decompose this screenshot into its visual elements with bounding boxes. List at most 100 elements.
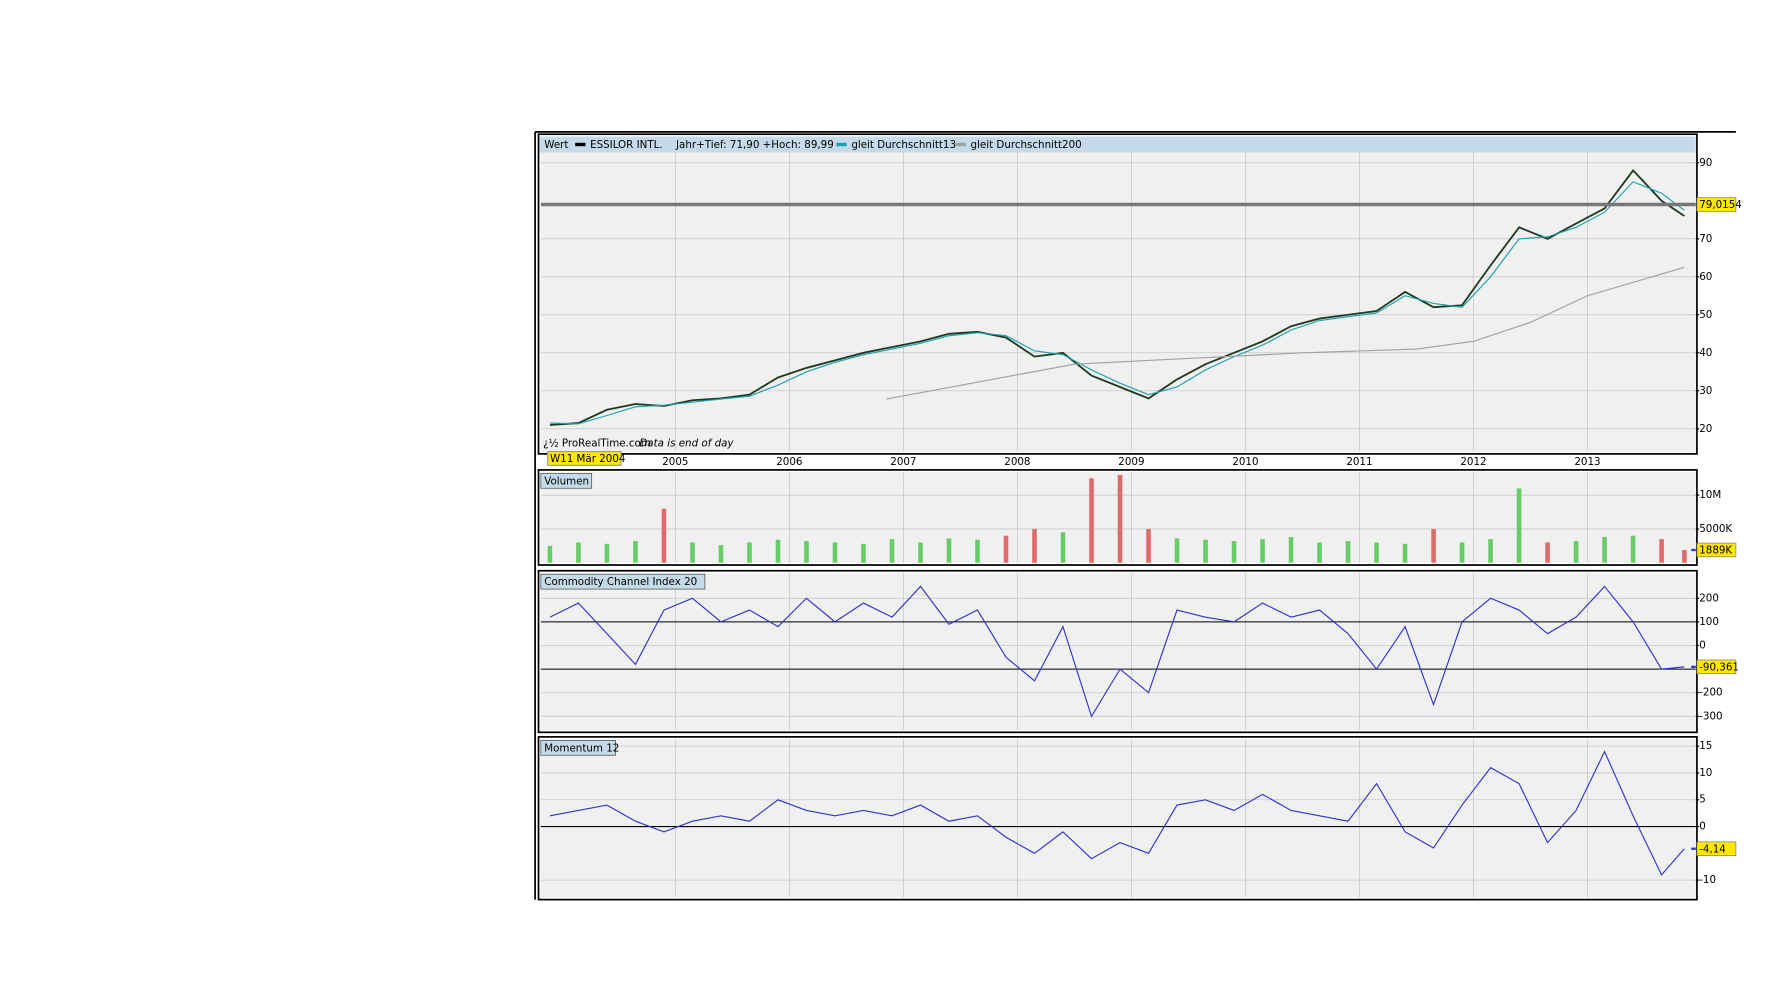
- legend-swatch: [836, 142, 847, 147]
- series-line: [549, 168, 1685, 426]
- y-tick-label: -10: [1699, 874, 1716, 886]
- volume-bar: [889, 539, 895, 563]
- volume-bar: [718, 545, 724, 563]
- volume-bar: [1117, 474, 1123, 563]
- volume-bar: [1682, 549, 1687, 563]
- legend-swatch: [955, 142, 966, 147]
- date-box: [547, 451, 622, 466]
- legend-label: gleit Durchschnitt200: [970, 139, 1081, 151]
- volume-bar: [918, 542, 923, 563]
- y-tick-label: 100: [1699, 616, 1719, 628]
- plot-area: [540, 152, 1696, 452]
- panel-label: Wert: [544, 139, 568, 151]
- y-tick-label: 90: [1699, 157, 1712, 169]
- volume-bar: [1602, 537, 1607, 563]
- source-note: Data is end of day: [639, 438, 734, 450]
- plot-area: [540, 573, 1696, 731]
- header-bar: [539, 136, 1696, 153]
- y-tick-label: 0: [1699, 640, 1706, 652]
- volume-bar: [804, 541, 809, 563]
- y-tick-label: 40: [1699, 347, 1712, 359]
- volume-bar: [975, 539, 980, 563]
- volume-bar: [1003, 535, 1009, 563]
- volume-bar: [1573, 541, 1579, 563]
- y-tick-label: 10: [1699, 767, 1712, 779]
- panel-label: Volumen: [544, 475, 589, 487]
- volume-bar: [861, 543, 866, 563]
- last-value-box: [1696, 542, 1737, 558]
- volume-bar: [1402, 543, 1408, 563]
- last-value-label: -90,361: [1699, 661, 1739, 673]
- volume-bar: [1146, 528, 1151, 563]
- source-label: ¿½ ProRealTime.com: [543, 438, 651, 450]
- volume-bar: [775, 539, 781, 563]
- plot-area: [540, 739, 1696, 898]
- legend-swatch: [575, 142, 586, 147]
- legend-label: ESSILOR INTL.: [590, 139, 663, 151]
- volume-bar: [1032, 528, 1037, 563]
- panel-label: Commodity Channel Index 20: [544, 576, 697, 588]
- y-tick-label: 200: [1699, 592, 1719, 604]
- volume-bar: [576, 542, 581, 563]
- last-value-label: 79,0154: [1699, 199, 1742, 211]
- indicator-line: [549, 750, 1685, 876]
- volume-bar: [1231, 541, 1237, 563]
- x-tick-label: 2007: [890, 456, 916, 468]
- last-value-box: [1696, 197, 1737, 212]
- y-tick-label: 20: [1699, 423, 1712, 435]
- volume-bar: [832, 542, 838, 563]
- volume-bar: [1174, 538, 1180, 563]
- volume-bar: [1345, 541, 1351, 563]
- volume-bar: [946, 538, 952, 563]
- y-tick-label: -200: [1699, 687, 1722, 699]
- y-tick-label: 5000K: [1699, 523, 1732, 535]
- x-tick-label: 2006: [776, 456, 802, 468]
- date-label: W11 Mär 2004: [550, 453, 625, 465]
- panel-label: Momentum 12: [544, 742, 619, 754]
- last-value-label: 1889K: [1699, 545, 1732, 557]
- series-line: [549, 181, 1685, 425]
- x-tick-label: 2005: [662, 456, 688, 468]
- volume-bar: [1516, 488, 1522, 563]
- last-value-box: [1696, 841, 1737, 856]
- x-tick-label: 2008: [1004, 456, 1030, 468]
- volume-bar: [1431, 528, 1436, 563]
- volume-bar: [1659, 539, 1664, 563]
- last-value-label: -4,14: [1699, 843, 1726, 855]
- indicator-line: [549, 585, 1685, 718]
- volume-bar: [747, 542, 752, 563]
- volume-bar: [661, 508, 667, 563]
- x-tick-label: 2013: [1574, 456, 1600, 468]
- volume-bar: [690, 542, 695, 563]
- label-box: [540, 573, 706, 590]
- y-tick-label: 60: [1699, 271, 1712, 283]
- volume-bar: [547, 545, 553, 563]
- volume-bar: [1545, 542, 1550, 563]
- y-tick-label: -300: [1699, 710, 1722, 722]
- label-box: [540, 739, 616, 756]
- last-value-box: [1696, 659, 1737, 675]
- x-tick-label: 2010: [1232, 456, 1258, 468]
- volume-bar: [1317, 542, 1322, 563]
- y-tick-label: 10M: [1699, 489, 1721, 501]
- header-info: Jahr+Tief: 71,90 +Hoch: 89,99: [675, 139, 834, 151]
- y-tick-label: 30: [1699, 385, 1712, 397]
- y-tick-label: 70: [1699, 233, 1712, 245]
- volume-bar: [1630, 535, 1636, 563]
- volume-bar: [1089, 478, 1094, 563]
- label-box: [540, 473, 593, 489]
- legend-label: gleit Durchschnitt13: [851, 139, 956, 151]
- volume-bar: [633, 541, 638, 563]
- volume-bar: [1374, 542, 1379, 563]
- y-tick-label: 50: [1699, 309, 1712, 321]
- volume-bar: [1488, 539, 1493, 563]
- series-line: [886, 266, 1685, 400]
- volume-bar: [1260, 539, 1265, 563]
- y-tick-label: 0: [1699, 821, 1706, 833]
- volume-bar: [604, 543, 610, 563]
- x-tick-label: 2011: [1346, 456, 1372, 468]
- volume-bar: [1288, 537, 1294, 563]
- volume-bar: [1203, 539, 1208, 563]
- y-tick-label: 15: [1699, 740, 1712, 752]
